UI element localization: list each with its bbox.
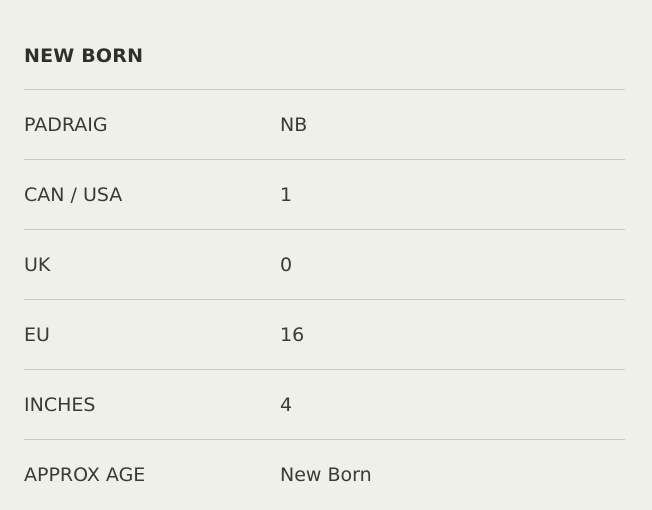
table-row: EU 16: [24, 300, 625, 370]
table-title: NEW BORN: [24, 0, 625, 90]
row-value: NB: [280, 113, 308, 136]
table-row: APPROX AGE New Born: [24, 440, 625, 510]
table-row: CAN / USA 1: [24, 160, 625, 230]
table-row: PADRAIG NB: [24, 90, 625, 160]
row-label: PADRAIG: [24, 113, 108, 136]
row-label: APPROX AGE: [24, 464, 146, 486]
row-label: EU: [24, 323, 50, 346]
table-row: UK 0: [24, 230, 625, 300]
row-value: 0: [280, 253, 293, 276]
row-label: CAN / USA: [24, 183, 123, 206]
row-value: 16: [280, 323, 305, 346]
row-label: INCHES: [24, 393, 96, 416]
row-value: New Born: [280, 464, 372, 486]
row-value: 4: [280, 393, 293, 416]
table-row: INCHES 4: [24, 370, 625, 440]
row-value: 1: [280, 183, 293, 206]
row-label: UK: [24, 253, 51, 276]
size-table: NEW BORN PADRAIG NB CAN / USA 1 UK 0 EU 16 I…: [24, 0, 625, 510]
